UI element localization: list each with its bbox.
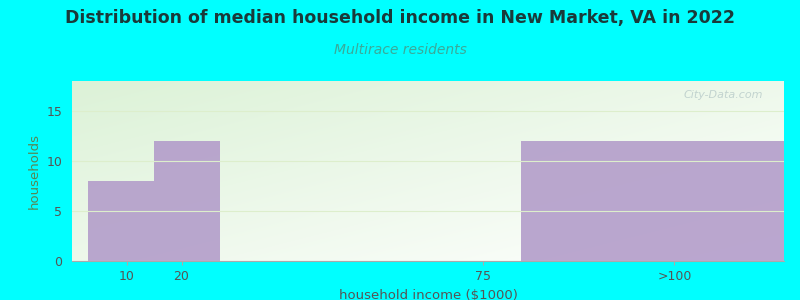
X-axis label: household income ($1000): household income ($1000): [338, 289, 518, 300]
Bar: [154, 141, 220, 261]
Text: Multirace residents: Multirace residents: [334, 44, 466, 58]
Bar: [89, 181, 154, 261]
Bar: [521, 141, 784, 261]
Text: City-Data.com: City-Data.com: [683, 90, 762, 100]
Y-axis label: households: households: [28, 133, 41, 209]
Text: Distribution of median household income in New Market, VA in 2022: Distribution of median household income …: [65, 9, 735, 27]
